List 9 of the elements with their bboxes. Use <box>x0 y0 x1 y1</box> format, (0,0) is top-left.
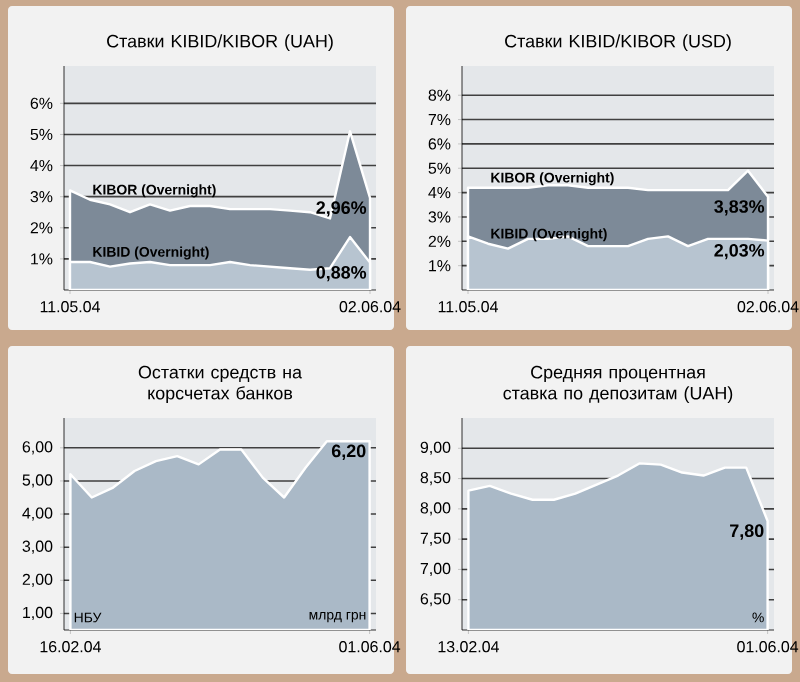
chart-title: Остатки средств на корсчетах банков <box>138 365 303 403</box>
chart-title: Ставки KIBID/KIBOR (USD) <box>505 34 731 52</box>
data-label: 6,20 <box>331 444 366 460</box>
chart-title: Ставки KIBID/KIBOR (UAH) <box>107 34 333 52</box>
data-label: 0,88% <box>316 266 367 282</box>
data-label: 2,03% <box>714 243 765 260</box>
data-label: 7,80 <box>730 524 764 540</box>
data-label: 3,83% <box>714 200 765 216</box>
chart-title: Средняя процентная ставка по депозитам (UAH) <box>503 365 733 404</box>
